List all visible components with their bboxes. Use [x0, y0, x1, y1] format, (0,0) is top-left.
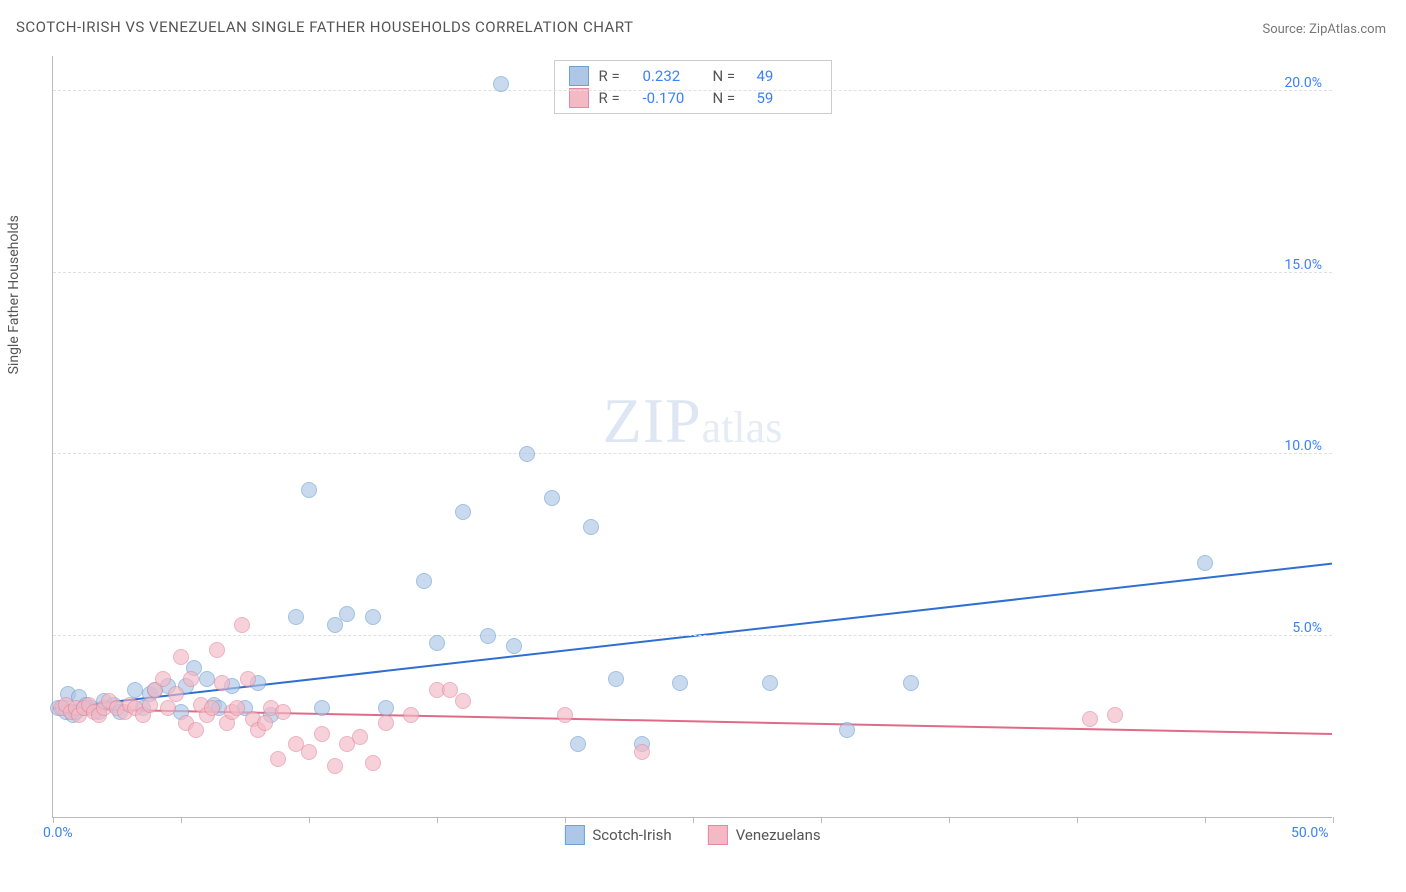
- y-axis-label: Single Father Households: [6, 215, 22, 374]
- data-point-venezuelans: [142, 697, 158, 713]
- data-point-scotch_irish: [301, 482, 317, 498]
- data-point-venezuelans: [365, 755, 381, 771]
- n-label: N =: [713, 89, 747, 107]
- data-point-scotch_irish: [1197, 555, 1213, 571]
- data-point-scotch_irish: [288, 609, 304, 625]
- data-point-venezuelans: [1082, 711, 1098, 727]
- chart-title: SCOTCH-IRISH VS VENEZUELAN SINGLE FATHER…: [16, 18, 633, 36]
- gridline: [53, 453, 1332, 454]
- data-point-scotch_irish: [544, 490, 560, 506]
- r-value-scotch-irish: 0.232: [643, 67, 703, 85]
- data-point-venezuelans: [209, 642, 225, 658]
- data-point-venezuelans: [155, 671, 171, 687]
- x-tick: [693, 817, 694, 823]
- y-tick-label: 5.0%: [1292, 620, 1322, 636]
- data-point-venezuelans: [327, 758, 343, 774]
- data-point-scotch_irish: [570, 736, 586, 752]
- data-point-venezuelans: [1107, 707, 1123, 723]
- legend-item-venezuelans: Venezuelans: [708, 825, 821, 845]
- data-point-scotch_irish: [199, 671, 215, 687]
- r-label: R =: [599, 89, 633, 107]
- chart-container: SCOTCH-IRISH VS VENEZUELAN SINGLE FATHER…: [0, 0, 1406, 892]
- y-tick-label: 20.0%: [1284, 75, 1322, 91]
- data-point-venezuelans: [314, 726, 330, 742]
- series-legend: Scotch-Irish Venezuelans: [564, 825, 820, 845]
- data-point-scotch_irish: [429, 635, 445, 651]
- data-point-venezuelans: [188, 722, 204, 738]
- data-point-venezuelans: [204, 700, 220, 716]
- legend-label-venezuelans: Venezuelans: [736, 826, 821, 844]
- data-point-scotch_irish: [519, 446, 535, 462]
- data-point-venezuelans: [234, 617, 250, 633]
- data-point-venezuelans: [403, 707, 419, 723]
- x-tick: [949, 817, 950, 823]
- data-point-scotch_irish: [455, 504, 471, 520]
- data-point-scotch_irish: [762, 675, 778, 691]
- x-tick: [309, 817, 310, 823]
- x-tick: [565, 817, 566, 823]
- swatch-scotch-irish: [564, 825, 584, 845]
- data-point-venezuelans: [352, 729, 368, 745]
- n-label: N =: [713, 67, 747, 85]
- x-tick: [1333, 817, 1334, 823]
- data-point-scotch_irish: [672, 675, 688, 691]
- data-point-scotch_irish: [365, 609, 381, 625]
- data-point-venezuelans: [270, 751, 286, 767]
- data-point-venezuelans: [557, 707, 573, 723]
- data-point-venezuelans: [257, 715, 273, 731]
- data-point-venezuelans: [455, 693, 471, 709]
- data-point-venezuelans: [173, 649, 189, 665]
- data-point-venezuelans: [378, 715, 394, 731]
- data-point-scotch_irish: [314, 700, 330, 716]
- gridline: [53, 272, 1332, 273]
- x-tick: [821, 817, 822, 823]
- correlation-row-scotch-irish: R = 0.232 N = 49: [569, 65, 817, 87]
- data-point-scotch_irish: [903, 675, 919, 691]
- data-point-scotch_irish: [493, 76, 509, 92]
- data-point-venezuelans: [240, 671, 256, 687]
- data-point-venezuelans: [229, 700, 245, 716]
- data-point-venezuelans: [275, 704, 291, 720]
- swatch-scotch-irish: [569, 66, 589, 86]
- data-point-venezuelans: [168, 686, 184, 702]
- swatch-venezuelans: [708, 825, 728, 845]
- r-label: R =: [599, 67, 633, 85]
- source-attribution: Source: ZipAtlas.com: [1262, 22, 1386, 37]
- n-value-venezuelans: 59: [757, 89, 817, 107]
- y-tick-label: 15.0%: [1284, 257, 1322, 273]
- data-point-venezuelans: [634, 744, 650, 760]
- data-point-venezuelans: [214, 675, 230, 691]
- legend-label-scotch-irish: Scotch-Irish: [592, 826, 671, 844]
- gridline: [53, 90, 1332, 91]
- data-point-scotch_irish: [416, 573, 432, 589]
- x-tick: [53, 817, 54, 823]
- data-point-venezuelans: [183, 671, 199, 687]
- data-point-scotch_irish: [506, 638, 522, 654]
- data-point-scotch_irish: [583, 519, 599, 535]
- x-tick: [1077, 817, 1078, 823]
- data-point-scotch_irish: [608, 671, 624, 687]
- r-value-venezuelans: -0.170: [643, 89, 703, 107]
- data-point-scotch_irish: [839, 722, 855, 738]
- data-point-venezuelans: [301, 744, 317, 760]
- data-point-scotch_irish: [327, 617, 343, 633]
- y-tick-label: 10.0%: [1284, 438, 1322, 454]
- x-tick: [1205, 817, 1206, 823]
- x-tick: [181, 817, 182, 823]
- gridline: [53, 635, 1332, 636]
- plot-area: ZIPatlas R = 0.232 N = 49 R = -0.170 N =…: [52, 56, 1332, 818]
- data-point-venezuelans: [160, 700, 176, 716]
- legend-item-scotch-irish: Scotch-Irish: [564, 825, 671, 845]
- x-tick-label-start: 0.0%: [43, 825, 73, 841]
- correlation-legend: R = 0.232 N = 49 R = -0.170 N = 59: [554, 60, 832, 114]
- data-point-scotch_irish: [480, 628, 496, 644]
- x-tick: [437, 817, 438, 823]
- data-point-scotch_irish: [339, 606, 355, 622]
- x-tick-label-end: 50.0%: [1291, 825, 1329, 841]
- n-value-scotch-irish: 49: [757, 67, 817, 85]
